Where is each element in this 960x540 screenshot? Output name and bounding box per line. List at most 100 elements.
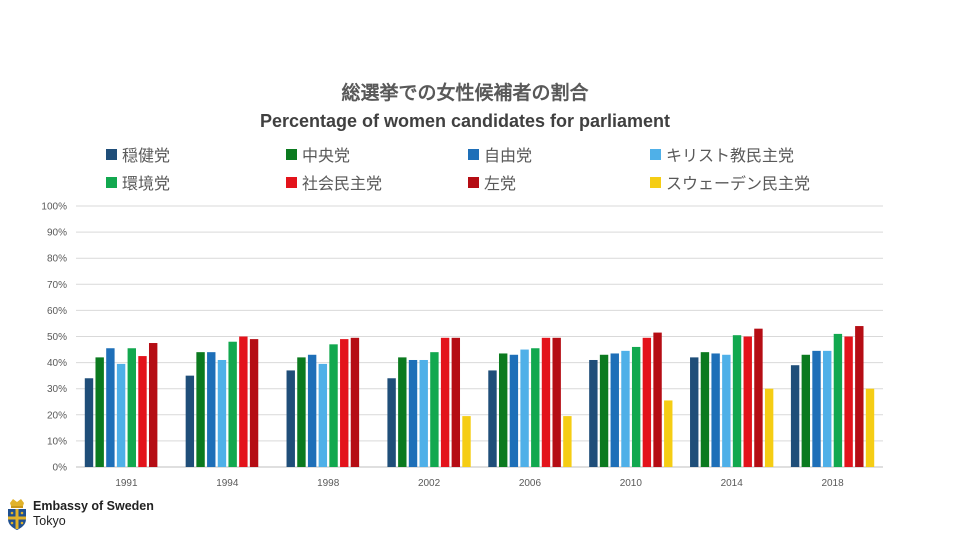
y-tick-label: 30% bbox=[47, 384, 67, 395]
x-tick-label: 1998 bbox=[317, 478, 340, 489]
legend-item: 自由党 bbox=[468, 142, 532, 166]
bar bbox=[430, 352, 439, 467]
bar bbox=[350, 337, 360, 467]
y-tick-label: 10% bbox=[47, 436, 67, 447]
bar bbox=[722, 354, 731, 467]
swedish-royal-coat-of-arms-icon bbox=[8, 499, 26, 530]
y-tick-label: 50% bbox=[47, 332, 67, 343]
bar bbox=[217, 359, 227, 467]
legend-item: 環境党 bbox=[106, 170, 170, 194]
bar bbox=[228, 341, 237, 467]
bar bbox=[307, 354, 317, 467]
legend-label: 穏健党 bbox=[122, 146, 171, 165]
legend-swatch bbox=[106, 148, 117, 160]
y-tick-label: 100% bbox=[41, 202, 67, 213]
bar bbox=[589, 359, 598, 467]
legend-label: 環境党 bbox=[122, 174, 171, 193]
legend-item: スウェーデン民主党 bbox=[650, 170, 810, 194]
bar bbox=[700, 352, 710, 467]
bar bbox=[249, 339, 259, 467]
bar bbox=[138, 356, 147, 467]
x-tick-label: 2014 bbox=[721, 478, 744, 489]
bar bbox=[833, 333, 843, 467]
legend-swatch bbox=[286, 148, 297, 160]
legend-item: 穏健党 bbox=[106, 142, 170, 166]
legend-swatch bbox=[650, 148, 661, 160]
bar bbox=[664, 400, 673, 467]
legend-swatch bbox=[468, 148, 479, 160]
bar bbox=[865, 388, 875, 467]
bar bbox=[440, 337, 450, 467]
legend-swatch bbox=[650, 176, 661, 188]
bar bbox=[631, 346, 641, 467]
bar bbox=[106, 348, 115, 467]
bar bbox=[387, 378, 396, 467]
legend-label: 社会民主党 bbox=[302, 174, 383, 193]
bar bbox=[743, 336, 752, 467]
bar bbox=[419, 359, 428, 467]
bar bbox=[408, 359, 418, 467]
bar bbox=[599, 354, 609, 467]
bar bbox=[541, 337, 551, 467]
legend-label: キリスト教民主党 bbox=[666, 146, 795, 165]
bar bbox=[509, 354, 519, 467]
y-tick-label: 90% bbox=[47, 228, 67, 239]
y-tick-label: 20% bbox=[47, 410, 67, 421]
bar bbox=[754, 328, 763, 467]
bar bbox=[531, 348, 540, 467]
x-tick-label: 1994 bbox=[216, 478, 239, 489]
y-tick-label: 40% bbox=[47, 358, 67, 369]
bar bbox=[653, 332, 662, 467]
bar bbox=[239, 336, 248, 467]
legend-label: スウェーデン民主党 bbox=[666, 174, 811, 193]
legend-item: 中央党 bbox=[286, 142, 350, 166]
legend-swatch bbox=[286, 176, 297, 188]
chart-legend: 穏健党 中央党 自由党 キリスト教民主党 環境党 社会民主党 左党 スウェーデン… bbox=[0, 142, 960, 198]
bar bbox=[563, 416, 572, 467]
legend-item: 社会民主党 bbox=[286, 170, 382, 194]
y-tick-label: 0% bbox=[53, 463, 68, 474]
legend-item: 左党 bbox=[468, 170, 516, 194]
bar bbox=[711, 353, 720, 467]
bar bbox=[148, 343, 158, 467]
bar bbox=[297, 357, 306, 467]
bar bbox=[801, 354, 811, 467]
bar bbox=[642, 337, 652, 467]
bar bbox=[823, 350, 832, 467]
bar bbox=[498, 353, 508, 467]
bar bbox=[844, 336, 853, 467]
bar bbox=[398, 357, 407, 467]
legend-label: 中央党 bbox=[302, 146, 351, 165]
bar bbox=[196, 352, 205, 467]
embassy-logo: Embassy of Sweden Tokyo bbox=[6, 497, 154, 531]
bar bbox=[84, 378, 94, 467]
chart-subtitle: Percentage of women candidates for parli… bbox=[259, 111, 671, 131]
legend-swatch bbox=[106, 176, 117, 188]
x-tick-label: 2002 bbox=[418, 478, 441, 489]
bar bbox=[116, 363, 126, 467]
bar bbox=[690, 357, 699, 467]
bar bbox=[732, 335, 742, 467]
bar bbox=[329, 344, 338, 467]
bar bbox=[520, 349, 529, 467]
x-tick-label: 2010 bbox=[620, 478, 643, 489]
bar bbox=[812, 350, 821, 467]
legend-label: 自由党 bbox=[484, 146, 533, 165]
y-tick-label: 70% bbox=[47, 280, 67, 291]
bar bbox=[790, 365, 800, 467]
bar bbox=[340, 339, 349, 467]
bar bbox=[462, 416, 471, 467]
bar bbox=[488, 370, 497, 467]
chart-title: 総選挙での女性候補者の割合 bbox=[341, 82, 589, 104]
x-tick-label: 2018 bbox=[821, 478, 844, 489]
y-tick-label: 80% bbox=[47, 254, 67, 265]
legend-swatch bbox=[468, 176, 479, 188]
legend-item: キリスト教民主党 bbox=[650, 142, 794, 166]
x-tick-label: 2006 bbox=[519, 478, 542, 489]
bar bbox=[95, 357, 104, 467]
y-tick-label: 60% bbox=[47, 306, 67, 317]
embassy-name: Embassy of Sweden bbox=[33, 499, 154, 513]
bar bbox=[185, 375, 195, 467]
bar bbox=[286, 370, 295, 467]
x-tick-label: 1991 bbox=[115, 478, 138, 489]
